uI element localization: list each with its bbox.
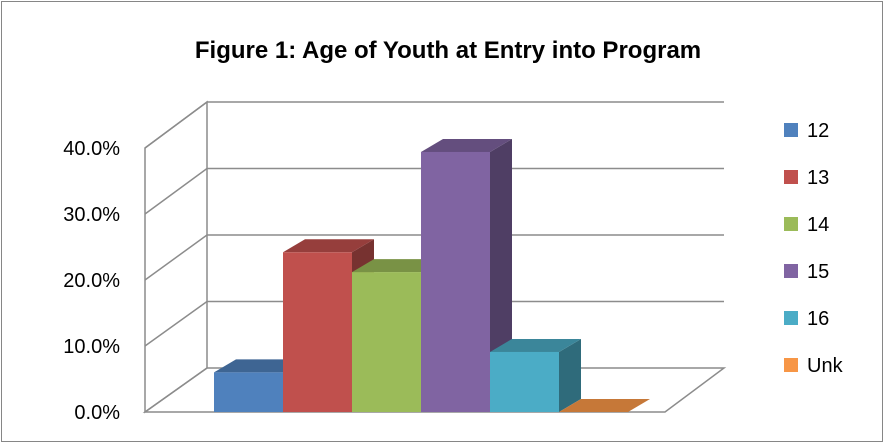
bars: [214, 138, 650, 412]
legend-label: 16: [807, 308, 829, 330]
y-tick-label: 40.0%: [63, 138, 120, 160]
legend-item-Unk: Unk: [784, 355, 844, 377]
chart-title: Figure 1: Age of Youth at Entry into Pro…: [195, 37, 701, 64]
gridline: [144, 234, 724, 281]
legend-item-13: 13: [784, 167, 829, 189]
legend-label: 14: [807, 214, 829, 236]
legend-swatch: [784, 217, 798, 231]
y-axis-ticks: 0.0% 10.0% 20.0% 30.0% 40.0%: [63, 138, 120, 424]
bar-Unk: [559, 399, 650, 412]
legend: 12 13 14 15 16 Unk: [784, 120, 844, 377]
gridline: [144, 167, 724, 215]
bar-front-12: [214, 372, 283, 412]
legend-swatch: [784, 170, 798, 184]
bar-side-16: [559, 338, 581, 412]
legend-item-16: 16: [784, 308, 829, 330]
y-tick-label: 0.0%: [74, 402, 120, 424]
gridline: [144, 300, 724, 347]
bar-front-15: [421, 151, 490, 412]
legend-item-15: 15: [784, 261, 829, 283]
bar-front-13: [283, 252, 352, 412]
bar-16: [490, 338, 581, 412]
bar-front-16: [490, 351, 559, 412]
bar-front-14: [352, 272, 421, 412]
bar-top-14: [352, 259, 443, 273]
y-tick-label: 10.0%: [63, 336, 120, 358]
gridlines: [144, 101, 724, 347]
bar-top-15: [421, 138, 512, 152]
bar-top-13: [283, 239, 374, 253]
gridline: [144, 101, 724, 149]
legend-swatch: [784, 123, 798, 137]
legend-swatch: [784, 264, 798, 278]
y-tick-label: 30.0%: [63, 204, 120, 226]
legend-item-14: 14: [784, 214, 829, 236]
legend-label: 12: [807, 120, 829, 142]
legend-label: 15: [807, 261, 829, 283]
legend-label: Unk: [807, 355, 844, 377]
legend-swatch: [784, 311, 798, 325]
bar-top-12: [214, 359, 305, 373]
legend-label: 13: [807, 167, 829, 189]
legend-swatch: [784, 358, 798, 372]
bar-top-16: [490, 338, 581, 352]
legend-item-12: 12: [784, 120, 829, 142]
bar-top-Unk: [559, 399, 650, 412]
y-tick-label: 20.0%: [63, 270, 120, 292]
